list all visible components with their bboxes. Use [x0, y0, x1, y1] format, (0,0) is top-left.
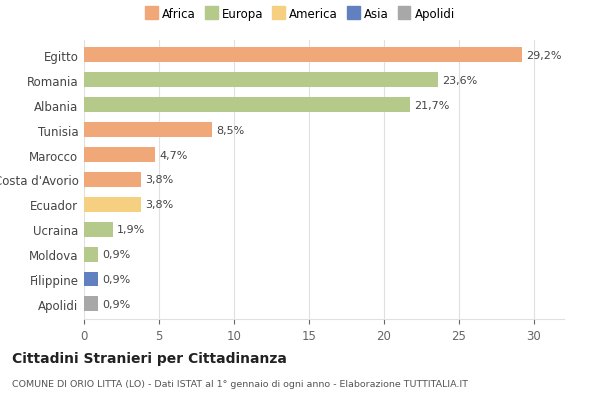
Bar	[84, 173, 141, 187]
Bar	[84, 197, 141, 212]
Text: 8,5%: 8,5%	[216, 125, 244, 135]
Text: 0,9%: 0,9%	[102, 274, 130, 284]
Text: 4,7%: 4,7%	[159, 150, 187, 160]
Bar	[84, 247, 98, 262]
Text: 0,9%: 0,9%	[102, 299, 130, 309]
Text: 0,9%: 0,9%	[102, 249, 130, 259]
Bar	[84, 48, 522, 63]
Bar	[84, 272, 98, 287]
Text: 23,6%: 23,6%	[443, 76, 478, 85]
Text: 21,7%: 21,7%	[414, 101, 449, 110]
Legend: Africa, Europa, America, Asia, Apolidi: Africa, Europa, America, Asia, Apolidi	[143, 6, 457, 24]
Bar	[84, 98, 409, 113]
Text: COMUNE DI ORIO LITTA (LO) - Dati ISTAT al 1° gennaio di ogni anno - Elaborazione: COMUNE DI ORIO LITTA (LO) - Dati ISTAT a…	[12, 380, 468, 389]
Text: Cittadini Stranieri per Cittadinanza: Cittadini Stranieri per Cittadinanza	[12, 351, 287, 365]
Text: 29,2%: 29,2%	[527, 51, 562, 61]
Bar	[84, 123, 212, 138]
Text: 3,8%: 3,8%	[146, 200, 174, 210]
Text: 1,9%: 1,9%	[117, 225, 145, 235]
Bar	[84, 222, 113, 237]
Bar	[84, 148, 155, 162]
Bar	[84, 73, 438, 88]
Bar	[84, 297, 98, 312]
Text: 3,8%: 3,8%	[146, 175, 174, 185]
